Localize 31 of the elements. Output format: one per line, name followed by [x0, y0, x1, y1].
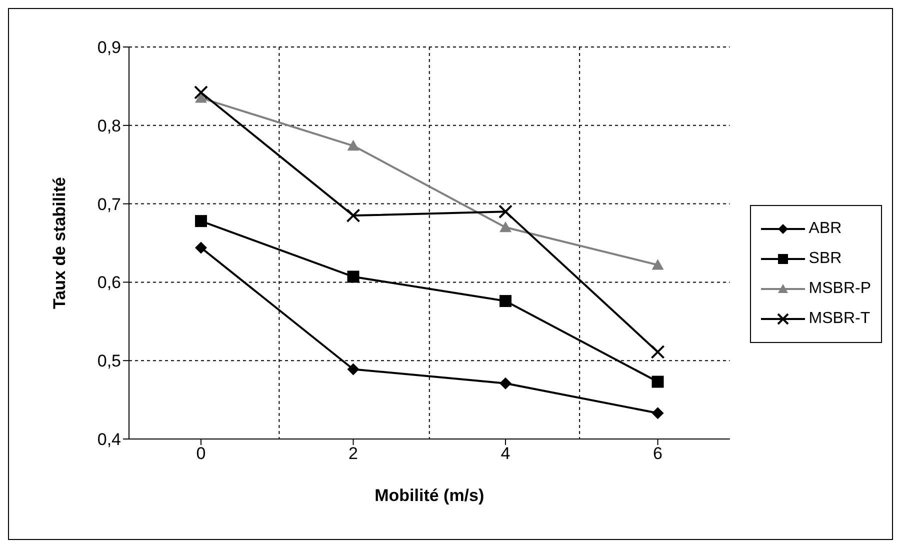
- point: [652, 407, 664, 420]
- point: [652, 376, 664, 388]
- point: [195, 215, 207, 228]
- point: [347, 270, 360, 283]
- y-tick-label: 0,8: [97, 116, 121, 136]
- y-tick-label: 0,6: [97, 273, 121, 292]
- y-tick-label: 0,5: [97, 352, 121, 371]
- x-tick-label: 0: [196, 444, 206, 464]
- point: [650, 344, 665, 359]
- point: [347, 140, 360, 151]
- point: [500, 377, 512, 390]
- legend-label: MSBR-T: [808, 310, 870, 328]
- point: [194, 85, 208, 100]
- x-tick-label: 4: [500, 444, 510, 464]
- y-tick-label: 0,7: [97, 194, 121, 214]
- x-axis-title: Mobilité (m/s): [374, 486, 484, 505]
- y-tick-label: 0,4: [97, 430, 121, 450]
- legend-label: SBR: [808, 250, 842, 268]
- point: [500, 221, 512, 232]
- x-tick-label: 2: [348, 444, 358, 464]
- y-axis-title: Taux de stabilité: [50, 177, 70, 309]
- point: [652, 258, 664, 270]
- point: [500, 295, 512, 308]
- point: [195, 242, 207, 254]
- point: [347, 363, 360, 376]
- point: [346, 208, 360, 223]
- y-tick-label: 0,9: [97, 38, 121, 58]
- legend-label: ABR: [808, 220, 842, 238]
- point: [498, 204, 513, 219]
- legend-label: MSBR-P: [808, 280, 871, 298]
- x-tick-label: 6: [653, 444, 662, 464]
